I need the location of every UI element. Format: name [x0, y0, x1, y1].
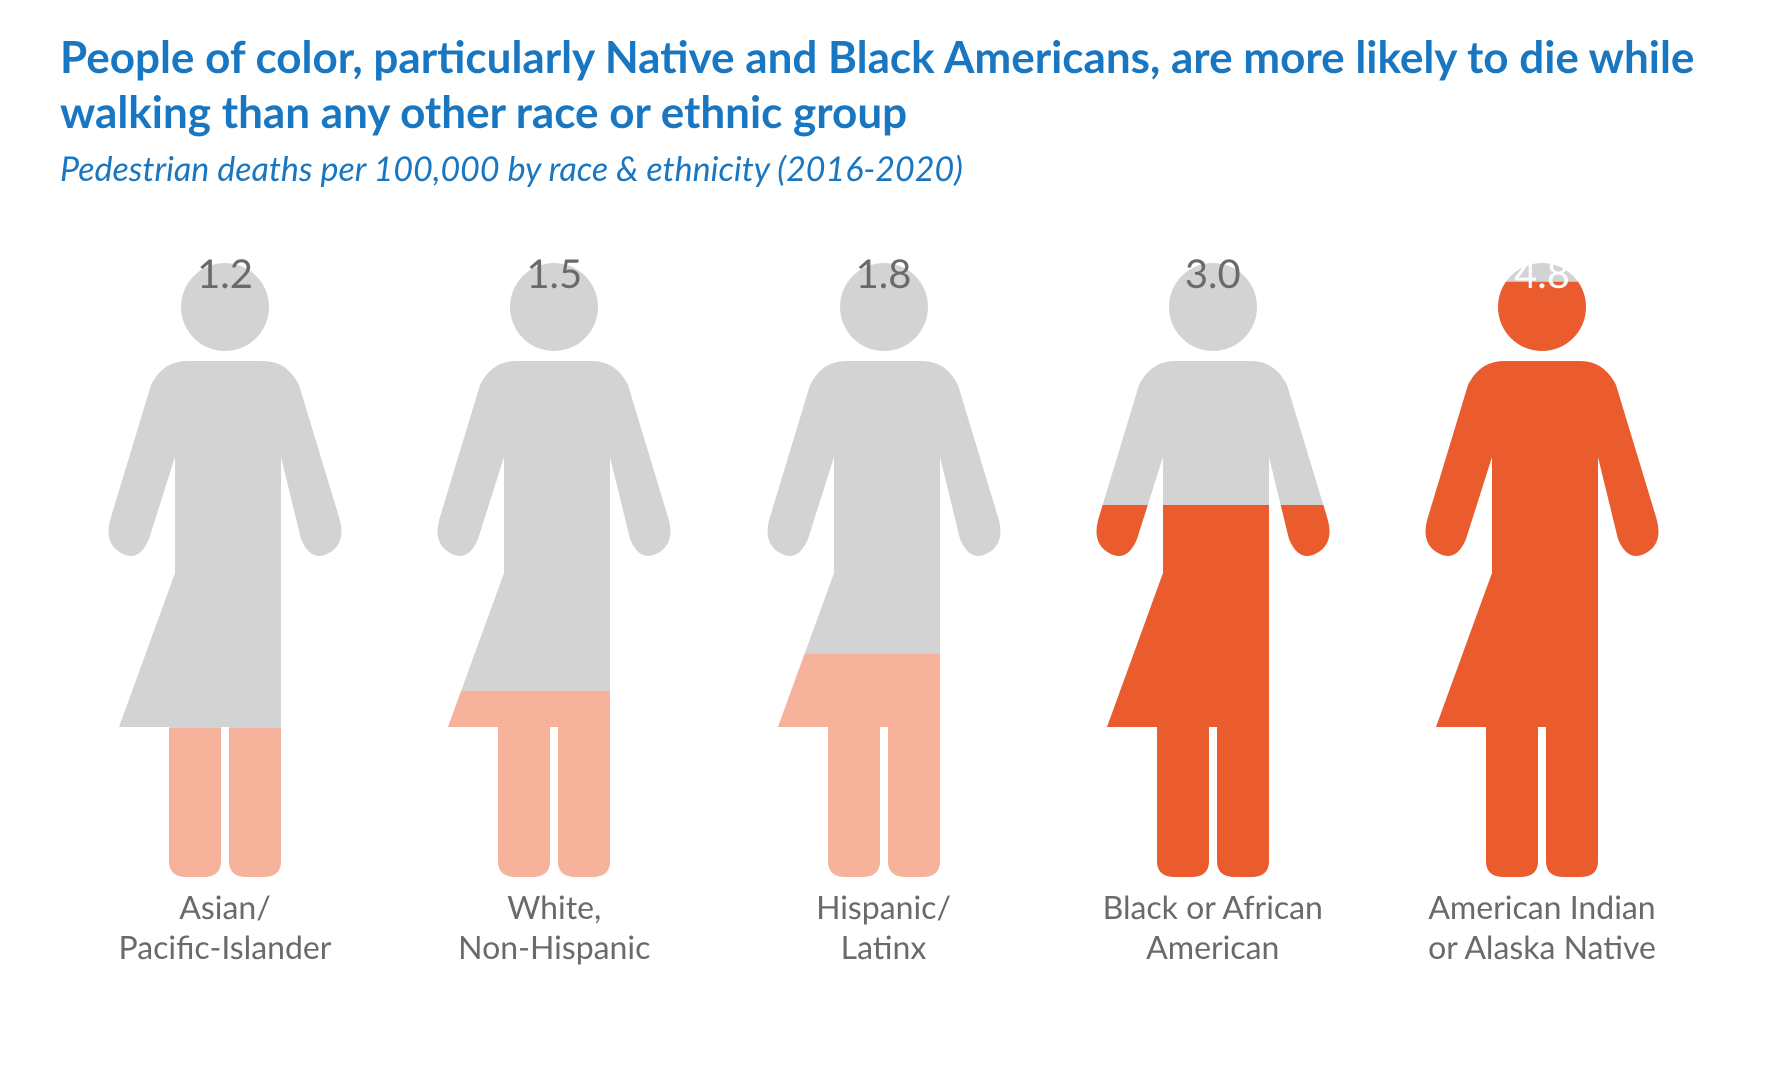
person-icon	[1412, 257, 1672, 877]
pictogram-item: 1.8 Hispanic/Latinx	[729, 249, 1039, 967]
pictogram-value: 1.5	[526, 249, 582, 297]
pictogram-label: Black or AfricanAmerican	[1103, 887, 1323, 967]
pictogram-item: 4.8 American Indianor Alaska Native	[1387, 249, 1697, 967]
pictogram-value: 4.8	[1514, 249, 1570, 297]
pictogram-label: Hispanic/Latinx	[816, 887, 951, 967]
person-icon	[95, 257, 355, 877]
chart-title: People of color, particularly Native and…	[60, 30, 1707, 140]
pictogram-item: 3.0 Black or AfricanAmerican	[1058, 249, 1368, 967]
person-icon	[424, 257, 684, 877]
pictogram-item: 1.2 Asian/Pacific-Islander	[70, 249, 380, 967]
pictogram-value: 1.8	[856, 249, 912, 297]
person-icon	[754, 257, 1014, 877]
pictogram-label: American Indianor Alaska Native	[1428, 887, 1656, 967]
chart-subtitle: Pedestrian deaths per 100,000 by race & …	[60, 148, 1707, 189]
pictogram-label: Asian/Pacific-Islander	[119, 887, 332, 967]
pictogram-row: 1.2 Asian/Pacific-Islander 1.5 White,Non-Hi…	[60, 249, 1707, 967]
pictogram-value: 1.2	[197, 249, 253, 297]
pictogram-label: White,Non-Hispanic	[458, 887, 650, 967]
person-icon	[1083, 257, 1343, 877]
pictogram-value: 3.0	[1185, 249, 1241, 297]
pictogram-item: 1.5 White,Non-Hispanic	[399, 249, 709, 967]
